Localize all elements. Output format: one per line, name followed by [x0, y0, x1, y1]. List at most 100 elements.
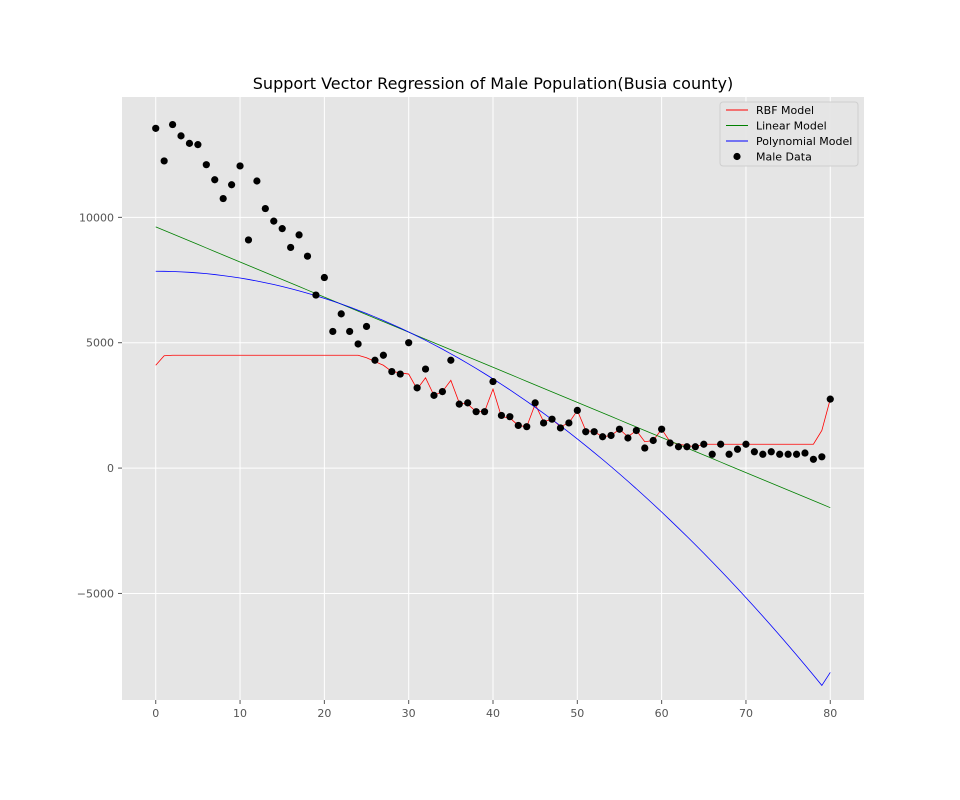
male-data-point	[202, 161, 210, 169]
male-data-point	[244, 236, 253, 244]
male-data-point	[211, 176, 219, 184]
male-data-point	[658, 425, 666, 433]
male-data-point	[396, 370, 404, 378]
male-data-point	[759, 450, 767, 458]
male-data-point	[371, 356, 379, 364]
male-data-point	[523, 423, 531, 431]
x-tick-label: 40	[486, 707, 500, 720]
male-data-point	[455, 400, 463, 408]
male-data-point	[228, 181, 236, 189]
legend-box	[719, 101, 859, 167]
male-data-point	[379, 351, 387, 359]
male-data-point	[312, 291, 320, 299]
male-data-point	[742, 440, 750, 448]
male-data-point	[674, 443, 683, 451]
male-data-point	[531, 399, 539, 407]
male-data-point	[346, 327, 354, 336]
male-data-point	[421, 365, 430, 373]
male-data-point	[278, 225, 286, 233]
male-data-point	[219, 194, 227, 203]
male-data-point	[514, 421, 522, 430]
male-data-point	[320, 273, 328, 282]
male-data-point	[447, 356, 455, 364]
male-data-point	[506, 413, 514, 421]
male-data-point	[666, 439, 674, 447]
male-data-point	[354, 340, 362, 348]
x-tick-label: 30	[402, 707, 416, 720]
male-data-point	[649, 436, 657, 445]
male-data-point	[194, 141, 202, 149]
legend-label-rbf-model: RBF Model	[756, 104, 814, 117]
male-data-point	[691, 443, 699, 451]
male-data-point	[413, 384, 421, 392]
legend-label-linear-model: Linear Model	[756, 120, 827, 133]
male-data-point	[438, 388, 447, 396]
male-data-point	[809, 455, 818, 463]
legend: RBF Model Linear Model Polynomial Model Mal…	[719, 101, 859, 167]
male-data-point	[261, 204, 269, 213]
male-data-point	[168, 120, 177, 129]
male-data-point	[497, 411, 506, 420]
chart-title: Support Vector Regression of Male Popula…	[253, 74, 733, 93]
male-data-point	[590, 428, 598, 436]
male-data-point	[615, 425, 624, 433]
male-data-point	[624, 434, 632, 442]
legend-marker-male-data	[733, 152, 741, 161]
male-data-point	[573, 406, 581, 415]
male-data-point	[337, 310, 345, 318]
male-data-point	[177, 132, 185, 140]
male-data-point	[792, 450, 801, 458]
y-tick-label: −5000	[77, 587, 114, 600]
male-data-point	[388, 367, 396, 376]
male-data-point	[818, 453, 826, 461]
male-data-point	[708, 450, 716, 458]
ticks: 0 10 20 30 40 50 60 70 80 −5000 0 5000 10000	[77, 211, 837, 720]
male-data-point	[801, 449, 809, 457]
male-data-point	[826, 395, 834, 403]
x-tick-label: 70	[739, 707, 753, 720]
male-data-point	[565, 419, 573, 427]
male-data-point	[489, 377, 497, 386]
x-tick-label: 50	[570, 707, 584, 720]
male-data-point	[641, 444, 649, 452]
x-tick-label: 20	[317, 707, 331, 720]
male-data-point	[303, 252, 312, 260]
male-data-point	[632, 426, 640, 435]
male-data-point	[362, 322, 371, 331]
male-data-point	[700, 440, 708, 448]
male-data-point	[480, 408, 489, 416]
male-data-point	[548, 415, 556, 423]
male-data-point	[539, 419, 548, 427]
male-data-point	[784, 450, 792, 458]
series-layer	[152, 120, 834, 687]
y-tick-label: 5000	[86, 337, 114, 350]
y-tick-label: 10000	[79, 211, 114, 224]
x-tick-label: 0	[152, 707, 159, 720]
y-tick-label: 0	[107, 462, 114, 475]
male-data-point	[152, 124, 160, 132]
linear-model-line	[155, 226, 831, 509]
x-tick-label: 60	[655, 707, 669, 720]
male-data-point	[185, 139, 194, 147]
legend-label-polynomial-model: Polynomial Model	[756, 135, 852, 148]
male-data-point	[464, 399, 472, 407]
male-data-point	[725, 450, 733, 458]
male-data-point	[295, 231, 303, 239]
male-data-point	[607, 431, 615, 440]
male-data-point	[733, 445, 742, 453]
grid	[122, 97, 864, 700]
male-data-point	[160, 157, 168, 165]
x-tick-label: 10	[233, 707, 247, 720]
male-data-point	[253, 177, 261, 185]
male-data-point	[405, 339, 413, 347]
male-data-point	[683, 443, 691, 451]
x-tick-label: 80	[823, 707, 837, 720]
male-data-point	[599, 433, 607, 441]
male-data-point	[582, 428, 590, 436]
male-data-point	[776, 450, 784, 458]
male-data-point	[430, 391, 438, 399]
male-data-point	[287, 243, 295, 252]
male-data-point	[236, 162, 244, 170]
male-data-point	[329, 327, 337, 336]
